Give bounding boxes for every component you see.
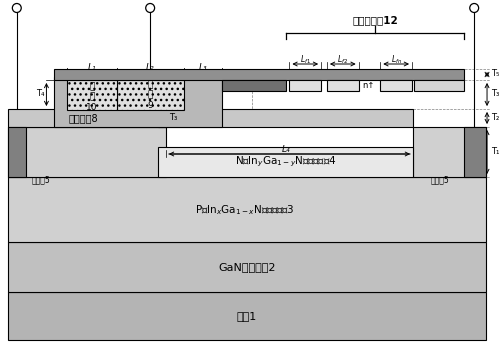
Text: 纯化层13: 纯化层13 [427,80,450,89]
Text: L₁: L₁ [88,63,96,71]
Text: L$_{f2}$: L$_{f2}$ [337,54,348,66]
Bar [8,127,166,177]
Text: 下台阶5: 下台阶5 [32,175,51,184]
Text: L₄: L₄ [282,145,291,155]
Text: 栅介质层8: 栅介质层8 [68,113,98,123]
Bar [158,109,413,127]
Bar [8,242,486,292]
Text: 2: 2 [340,80,345,89]
Bar [8,127,25,177]
Bar [158,147,413,177]
Text: T₃: T₃ [169,113,177,122]
Text: GaN基缓冲层2: GaN基缓冲层2 [218,262,276,272]
Bar [8,109,166,127]
Text: 1: 1 [302,80,308,89]
Text: 下台阶5: 下台阶5 [430,175,449,184]
Bar [380,80,412,91]
Bar [67,80,116,110]
Bar [464,127,486,177]
Bar [222,80,286,91]
Bar [54,69,465,80]
Text: P型In$_x$Ga$_{1-x}$N渐变极化层3: P型In$_x$Ga$_{1-x}$N渐变极化层3 [195,203,295,217]
Text: 栅
极
9: 栅 极 9 [148,80,153,110]
Text: L$_{f1}$: L$_{f1}$ [300,54,311,66]
Text: L₂: L₂ [146,63,154,71]
Text: 交叠耦合板12: 交叠耦合板12 [352,15,399,25]
Bar [327,80,358,91]
Text: 源
极
7: 源 极 7 [14,137,20,167]
Text: T₄: T₄ [36,89,45,98]
Text: T₆: T₆ [10,148,19,157]
Text: 衬底1: 衬底1 [237,311,257,321]
Text: L₃: L₃ [199,63,208,71]
Text: L$_{fn}$: L$_{fn}$ [390,54,402,66]
Text: T₅: T₅ [491,70,500,79]
Text: 交叠板11: 交叠板11 [241,80,266,89]
Bar [8,292,486,340]
Text: n: n [394,80,399,89]
Text: T₁: T₁ [491,148,500,157]
Bar [8,177,486,242]
Bar [54,77,222,127]
Bar [290,80,321,91]
Text: T₃: T₃ [491,89,499,98]
Bar [414,80,465,91]
Text: n↑: n↑ [362,80,374,89]
Text: T₂: T₂ [491,113,499,122]
Text: 漏
极
6: 漏 极 6 [472,137,478,167]
Text: S₁: S₁ [255,71,264,80]
Bar [116,80,184,110]
Text: S₂: S₂ [305,71,314,80]
Text: 调
制
栅
10: 调 制 栅 10 [86,72,98,112]
Text: N型In$_y$Ga$_{1-y}$N渐变极化层4: N型In$_y$Ga$_{1-y}$N渐变极化层4 [235,155,336,169]
Bar [413,127,486,177]
